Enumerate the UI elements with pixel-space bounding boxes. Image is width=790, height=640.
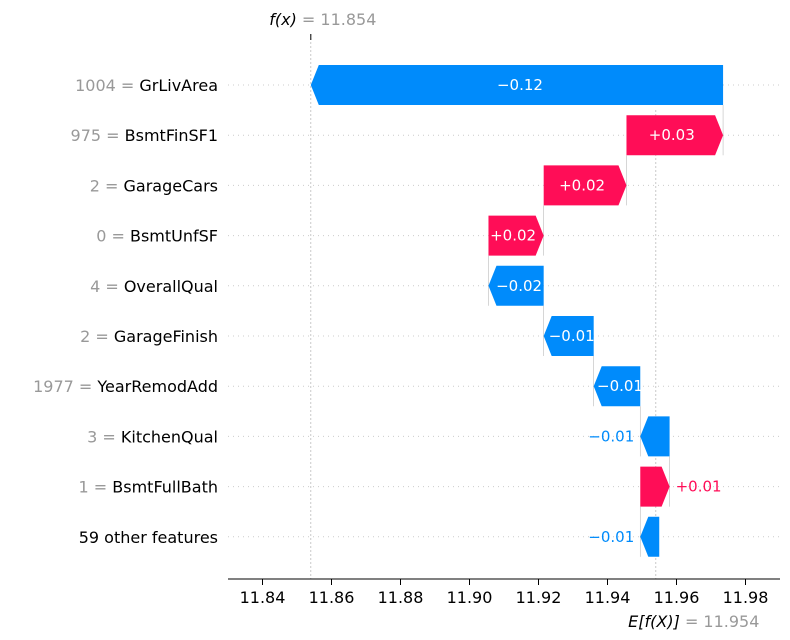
- feature-label: 4 = OverallQual: [90, 276, 218, 295]
- x-tick-label: 11.96: [654, 588, 700, 607]
- feature-name: 59 other features: [79, 527, 218, 546]
- feature-label: 3 = KitchenQual: [87, 427, 218, 446]
- feature-value: 975 =: [71, 126, 125, 145]
- feature-value: 3 =: [87, 427, 121, 446]
- feature-label: 0 = BsmtUnfSF: [96, 226, 218, 245]
- bar-bsmtunfsf: [488, 215, 544, 256]
- bar-59-other-features: [640, 516, 660, 557]
- fx-label: f(x) = 11.854: [269, 10, 376, 29]
- bar-value-label: +0.03: [649, 126, 695, 144]
- bar-value-label: −0.01: [588, 427, 634, 445]
- feature-value: 0 =: [96, 226, 130, 245]
- feature-name: OverallQual: [124, 276, 218, 295]
- feature-label: 59 other features: [79, 527, 218, 546]
- x-tick-label: 11.94: [585, 588, 631, 607]
- efx-label-name: E[f(X)]: [628, 612, 685, 631]
- fx-annotation: f(x) = 11.854: [269, 10, 376, 40]
- feature-name: YearRemodAdd: [96, 377, 218, 396]
- feature-label: 1977 = YearRemodAdd: [33, 377, 218, 396]
- x-tick-label: 11.92: [516, 588, 562, 607]
- x-tick-label: 11.98: [723, 588, 769, 607]
- bar-value-label: −0.01: [588, 528, 634, 546]
- x-tick-label: 11.84: [240, 588, 286, 607]
- feature-name: BsmtFinSF1: [125, 126, 218, 145]
- bar-value-label: +0.02: [559, 176, 605, 194]
- feature-value: 1004 =: [75, 76, 139, 95]
- feature-name: GrLivArea: [139, 76, 218, 95]
- bar-garagefinish: [543, 316, 594, 356]
- fx-label-name: f(x): [269, 10, 302, 29]
- efx-annotation: E[f(X)] = 11.954: [628, 612, 759, 631]
- bar-value-label: +0.02: [490, 227, 536, 245]
- bar-yearremodadd: [593, 366, 641, 407]
- bar-kitchenqual: [640, 416, 670, 457]
- x-tick-label: 11.86: [309, 588, 355, 607]
- bar-grlivarea: [310, 65, 724, 105]
- reference-lines: [310, 34, 657, 579]
- bar-value-label: −0.12: [497, 76, 543, 94]
- x-tick-label: 11.88: [378, 588, 424, 607]
- feature-name: GarageFinish: [114, 327, 218, 346]
- bar-value-label: −0.01: [549, 327, 595, 345]
- feature-label: 2 = GarageCars: [90, 176, 218, 195]
- feature-value: 4 =: [90, 276, 124, 295]
- feature-value: 1 =: [79, 477, 113, 496]
- feature-label: 1 = BsmtFullBath: [79, 477, 219, 496]
- feature-name: BsmtFullBath: [112, 477, 218, 496]
- x-axis: 11.84 11.86 11.88 11.90 11.92 11.94 11.96 11.98: [228, 578, 780, 607]
- feature-label: 2 = GarageFinish: [80, 327, 218, 346]
- bar-overallqual: [488, 265, 544, 306]
- feature-labels: 1004 = GrLivArea 975 = BsmtFinSF1 2 = Gara…: [33, 76, 218, 547]
- bars: −0.12 +0.03 +0.02 +0.02 −0.02 −0.01 −0.01 −0.01…: [310, 65, 724, 557]
- bar-bsmtfullbath: [640, 466, 670, 507]
- feature-value: 1977 =: [33, 377, 97, 396]
- efx-label: E[f(X)] = 11.954: [628, 612, 759, 631]
- feature-name: BsmtUnfSF: [130, 226, 218, 245]
- efx-label-value: = 11.954: [685, 612, 759, 631]
- x-tick-label: 11.90: [447, 588, 493, 607]
- feature-name: GarageCars: [124, 176, 218, 195]
- feature-name: KitchenQual: [121, 427, 218, 446]
- feature-label: 1004 = GrLivArea: [75, 76, 218, 95]
- feature-value: 2 =: [90, 176, 124, 195]
- bar-value-label: −0.01: [597, 377, 643, 395]
- feature-label: 975 = BsmtFinSF1: [71, 126, 218, 145]
- feature-value: 2 =: [80, 327, 114, 346]
- bar-value-label: +0.01: [676, 478, 722, 496]
- fx-label-value: = 11.854: [302, 10, 376, 29]
- bar-garagecars: [543, 165, 627, 206]
- bar-value-label: −0.02: [496, 277, 542, 295]
- bar-bsmtfinsf1: [626, 115, 724, 156]
